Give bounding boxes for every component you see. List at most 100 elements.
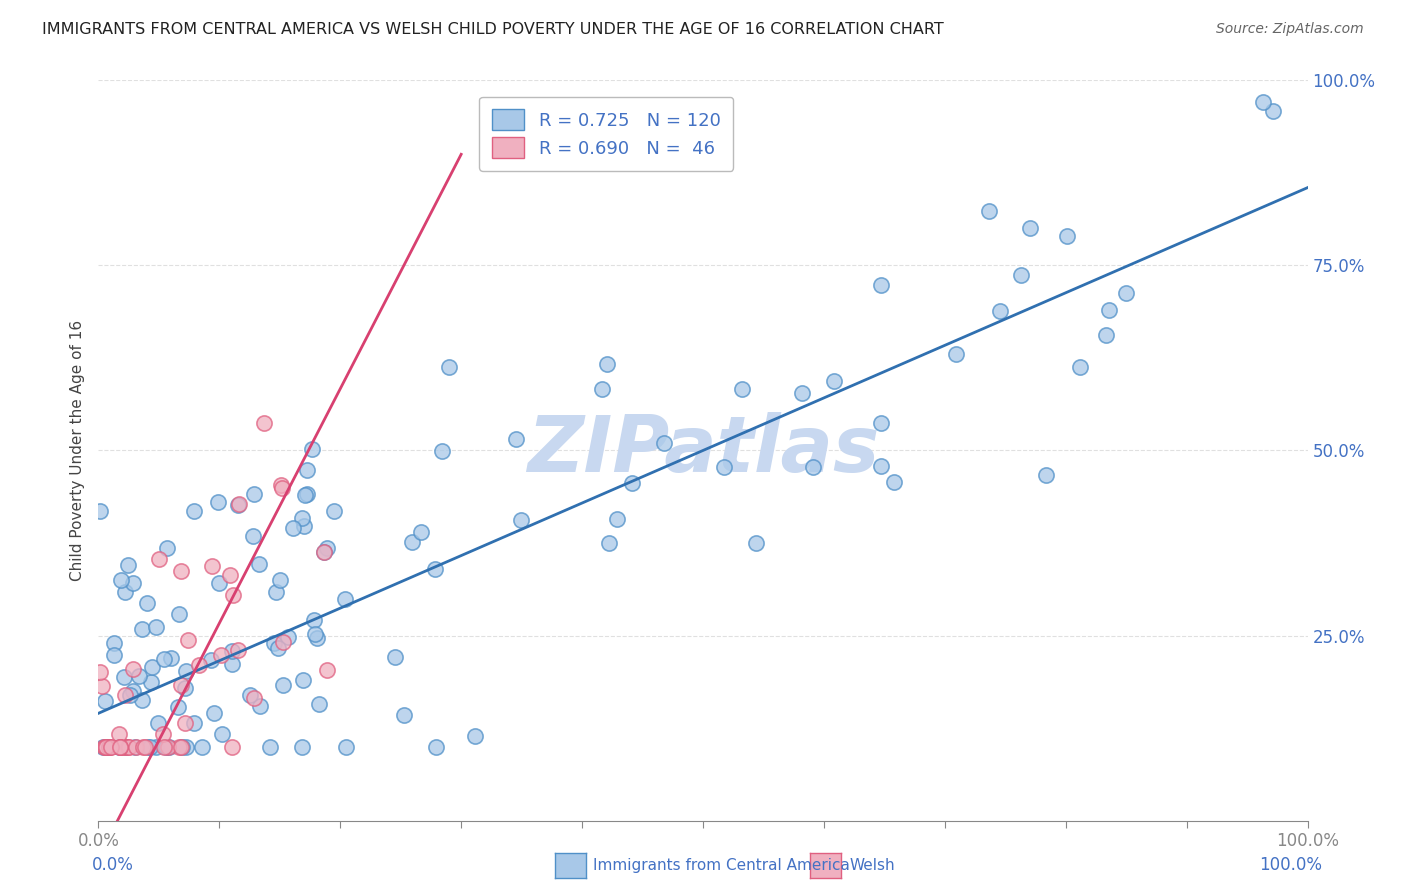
Point — [131, 693, 153, 707]
Point — [792, 385, 814, 400]
Point — [226, 498, 249, 512]
Point — [221, 739, 243, 754]
Point — [170, 739, 193, 754]
Text: Source: ZipAtlas.com: Source: ZipAtlas.com — [1216, 22, 1364, 37]
Point — [620, 476, 643, 491]
Point — [156, 541, 179, 555]
Point — [148, 552, 170, 566]
Point — [249, 698, 271, 713]
Point — [869, 458, 891, 473]
Point — [89, 665, 111, 680]
Point — [172, 739, 194, 754]
Point — [945, 347, 967, 361]
Point — [187, 658, 209, 673]
Point — [93, 739, 115, 754]
Point — [93, 694, 115, 708]
Point — [118, 739, 141, 754]
Point — [190, 739, 212, 754]
Point — [1035, 467, 1057, 482]
Point — [136, 596, 159, 610]
Point — [242, 487, 264, 501]
Point — [823, 374, 845, 388]
Point — [221, 657, 243, 671]
Point — [291, 739, 314, 754]
Point — [295, 487, 318, 501]
Point — [1095, 328, 1118, 343]
Point — [228, 643, 250, 657]
Point — [264, 585, 287, 599]
Point — [108, 739, 131, 754]
Point — [312, 544, 335, 558]
Point — [202, 706, 225, 721]
Point — [110, 573, 132, 587]
Point — [91, 739, 114, 754]
Point — [239, 688, 262, 702]
Point — [114, 688, 136, 702]
Point — [117, 558, 139, 573]
Point — [108, 727, 131, 741]
Point — [1115, 285, 1137, 300]
Point — [291, 510, 314, 524]
Legend: R = 0.725   N = 120, R = 0.690   N =  46: R = 0.725 N = 120, R = 0.690 N = 46 — [479, 96, 734, 171]
Point — [103, 648, 125, 662]
Point — [97, 739, 120, 754]
Point — [170, 677, 193, 691]
Point — [146, 716, 169, 731]
Point — [439, 360, 461, 375]
Point — [271, 678, 294, 692]
Point — [243, 690, 266, 705]
Point — [401, 535, 423, 549]
Point — [152, 727, 174, 741]
Point — [745, 536, 768, 550]
Point — [207, 495, 229, 509]
Point — [277, 631, 299, 645]
Point — [167, 700, 190, 714]
Point — [167, 739, 190, 754]
Point — [253, 416, 276, 430]
Point — [1261, 103, 1284, 118]
Text: 0.0%: 0.0% — [91, 856, 134, 874]
Point — [183, 716, 205, 731]
Point — [136, 739, 159, 754]
Point — [108, 739, 131, 754]
Point — [432, 444, 454, 458]
Point — [228, 497, 250, 511]
Point — [170, 564, 193, 578]
Point — [160, 651, 183, 665]
Point — [103, 636, 125, 650]
Point — [94, 739, 117, 754]
Point — [870, 416, 893, 430]
Point — [141, 660, 163, 674]
Point — [302, 613, 325, 627]
Text: Immigrants from Central America: Immigrants from Central America — [593, 858, 851, 872]
Point — [509, 512, 531, 526]
Point — [111, 739, 134, 754]
Point — [114, 739, 136, 754]
Point — [115, 739, 138, 754]
Point — [292, 673, 315, 688]
Point — [98, 739, 121, 754]
Point — [222, 588, 245, 602]
Point — [100, 739, 122, 754]
Point — [713, 459, 735, 474]
Point — [155, 739, 177, 754]
Point — [292, 518, 315, 533]
Point — [870, 277, 893, 292]
Point — [988, 303, 1011, 318]
Point — [112, 670, 135, 684]
Point — [596, 358, 619, 372]
Point — [409, 524, 432, 539]
Point — [124, 739, 146, 754]
Point — [295, 463, 318, 477]
Point — [121, 662, 143, 676]
Point — [977, 203, 1000, 218]
Point — [425, 739, 447, 754]
Point — [425, 562, 447, 576]
Point — [323, 503, 346, 517]
Point — [209, 648, 232, 663]
Point — [211, 726, 233, 740]
Point — [108, 739, 131, 754]
Point — [174, 664, 197, 678]
Point — [219, 567, 242, 582]
Point — [139, 739, 162, 754]
